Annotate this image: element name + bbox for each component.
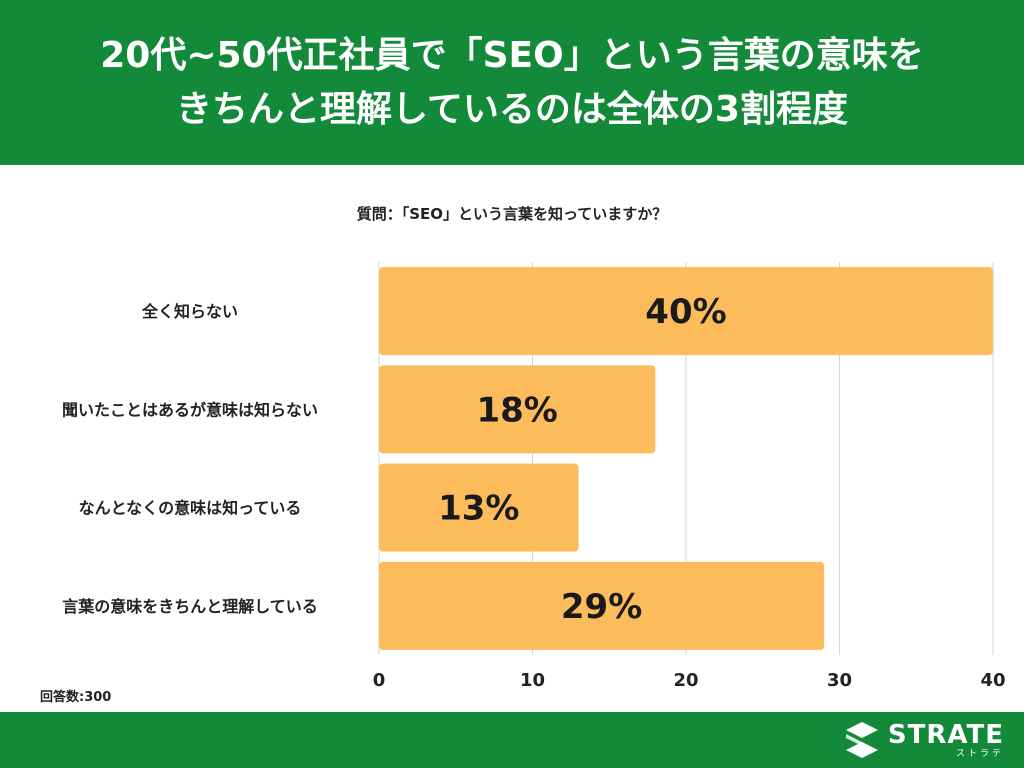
x-tick-label-0: 0 [373, 670, 386, 691]
title-line-1: 20代~50代正社員で「SEO」という言葉の意味を [100, 34, 924, 76]
category-label-2: なんとなくの意味は知っている [79, 499, 302, 518]
category-label-0: 全く知らない [141, 302, 238, 321]
bar-1 [379, 365, 656, 454]
value-label-3: 29% [561, 587, 642, 627]
bar-3 [379, 561, 825, 650]
chart-question: 質問：「SEO」という言葉を知っていますか？ [356, 205, 668, 223]
bar-2 [379, 463, 579, 552]
value-label-0: 40% [645, 292, 726, 332]
category-label-1: 聞いたことはあるが意味は知らない [62, 400, 318, 419]
x-tick-label-1: 10 [520, 670, 545, 691]
respondent-count: 回答数:300 [40, 690, 112, 705]
category-label-3: 言葉の意味をきちんと理解している [62, 597, 318, 616]
header-banner: 20代~50代正社員で「SEO」という言葉の意味を きちんと理解しているのは全体… [0, 0, 1024, 165]
logo-subtext: ストラテ [955, 749, 1004, 759]
title-line-2: きちんと理解しているのは全体の3割程度 [176, 88, 848, 130]
value-label-2: 13% [438, 489, 519, 529]
logo-wordmark: STRATE [887, 720, 1004, 750]
strate-logo: STRATE ストラテ [844, 718, 1004, 762]
x-tick-label-2: 20 [673, 670, 698, 691]
strate-s-icon [845, 722, 878, 758]
bar-0 [379, 267, 993, 356]
footer-bar: STRATE ストラテ [0, 712, 1024, 768]
bar-chart: 40% 全く知らない 18% 聞いたことはあるが意味は知らない 13% なんとなくの意味は… [62, 262, 1006, 691]
value-label-1: 18% [476, 390, 557, 430]
x-tick-label-3: 30 [827, 670, 852, 691]
x-tick-label-4: 40 [980, 670, 1005, 691]
